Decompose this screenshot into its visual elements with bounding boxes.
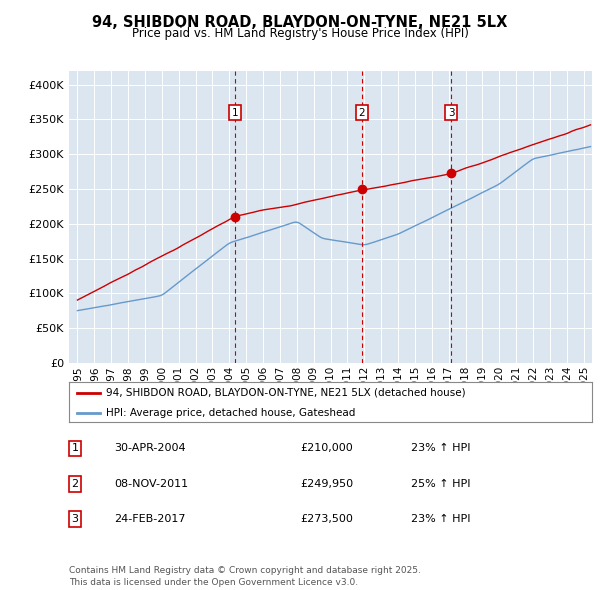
Text: £273,500: £273,500: [300, 514, 353, 524]
Text: 1: 1: [232, 107, 238, 117]
Text: 25% ↑ HPI: 25% ↑ HPI: [411, 479, 470, 489]
Text: £249,950: £249,950: [300, 479, 353, 489]
Text: 23% ↑ HPI: 23% ↑ HPI: [411, 514, 470, 524]
Text: Contains HM Land Registry data © Crown copyright and database right 2025.
This d: Contains HM Land Registry data © Crown c…: [69, 566, 421, 587]
Text: HPI: Average price, detached house, Gateshead: HPI: Average price, detached house, Gate…: [106, 408, 355, 418]
Text: £210,000: £210,000: [300, 444, 353, 453]
Text: Price paid vs. HM Land Registry's House Price Index (HPI): Price paid vs. HM Land Registry's House …: [131, 27, 469, 40]
Text: 2: 2: [71, 479, 79, 489]
Text: 1: 1: [71, 444, 79, 453]
Text: 23% ↑ HPI: 23% ↑ HPI: [411, 444, 470, 453]
Text: 3: 3: [71, 514, 79, 524]
Text: 08-NOV-2011: 08-NOV-2011: [114, 479, 188, 489]
Text: 24-FEB-2017: 24-FEB-2017: [114, 514, 185, 524]
Text: 3: 3: [448, 107, 455, 117]
Text: 2: 2: [359, 107, 365, 117]
Text: 30-APR-2004: 30-APR-2004: [114, 444, 185, 453]
Text: 94, SHIBDON ROAD, BLAYDON-ON-TYNE, NE21 5LX: 94, SHIBDON ROAD, BLAYDON-ON-TYNE, NE21 …: [92, 15, 508, 30]
Text: 94, SHIBDON ROAD, BLAYDON-ON-TYNE, NE21 5LX (detached house): 94, SHIBDON ROAD, BLAYDON-ON-TYNE, NE21 …: [106, 388, 465, 398]
